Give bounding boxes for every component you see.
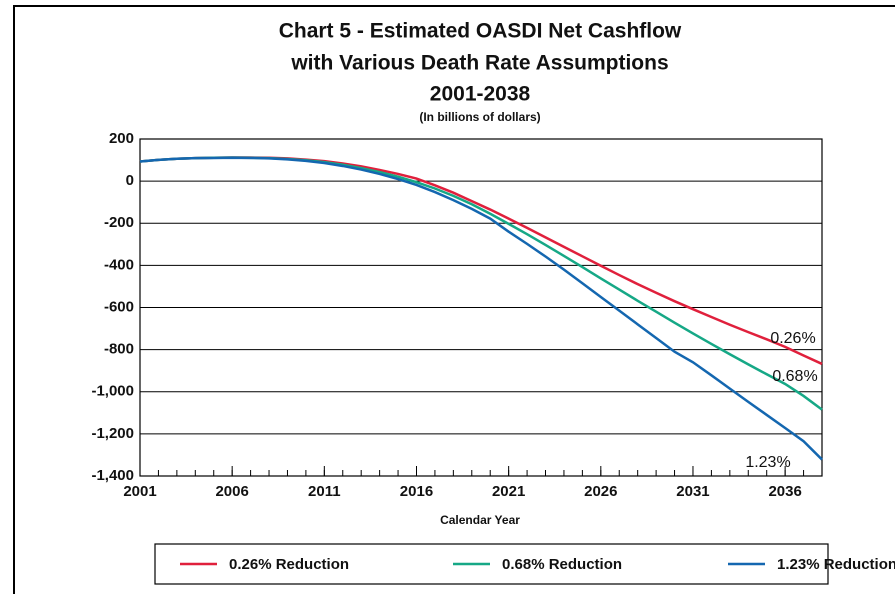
y-tick-label: 0: [126, 172, 134, 189]
frame: [13, 5, 895, 594]
y-tick-label: -1,400: [91, 467, 134, 484]
x-axis-label: Calendar Year: [440, 513, 520, 527]
x-tick-label: 2036: [768, 483, 801, 500]
chart-title: 2001-2038: [430, 83, 531, 106]
x-tick-label: 2031: [676, 483, 709, 500]
plot-border: [139, 138, 823, 477]
y-tick-label: -400: [104, 256, 134, 273]
legend-label: 0.68% Reduction: [502, 556, 622, 573]
annotation: 0.68%: [772, 368, 817, 385]
series-line: [139, 156, 823, 411]
x-tick-label: 2001: [123, 483, 156, 500]
legend-label: 0.26% Reduction: [229, 556, 349, 573]
series-line: [139, 156, 823, 366]
y-tick-label: -800: [104, 341, 134, 358]
annotation: 1.23%: [745, 454, 790, 471]
legend-label: 1.23% Reduction: [777, 556, 895, 573]
x-tick-label: 2016: [400, 483, 433, 500]
x-tick-label: 2021: [492, 483, 525, 500]
chart-title: with Various Death Rate Assumptions: [290, 52, 668, 75]
x-tick-label: 2011: [308, 483, 341, 500]
subtitle: (In billions of dollars): [419, 110, 540, 124]
y-tick-label: -1,000: [91, 383, 134, 400]
series-line: [139, 156, 823, 461]
y-tick-label: 200: [109, 130, 134, 147]
y-tick-label: -600: [104, 298, 134, 315]
legend: [154, 543, 829, 585]
x-tick-label: 2006: [215, 483, 248, 500]
chart-title: Chart 5 - Estimated OASDI Net Cashflow: [279, 20, 682, 43]
y-tick-label: -200: [104, 214, 134, 231]
x-tick-label: 2026: [584, 483, 617, 500]
annotation: 0.26%: [770, 330, 815, 347]
y-tick-label: -1,200: [91, 425, 134, 442]
